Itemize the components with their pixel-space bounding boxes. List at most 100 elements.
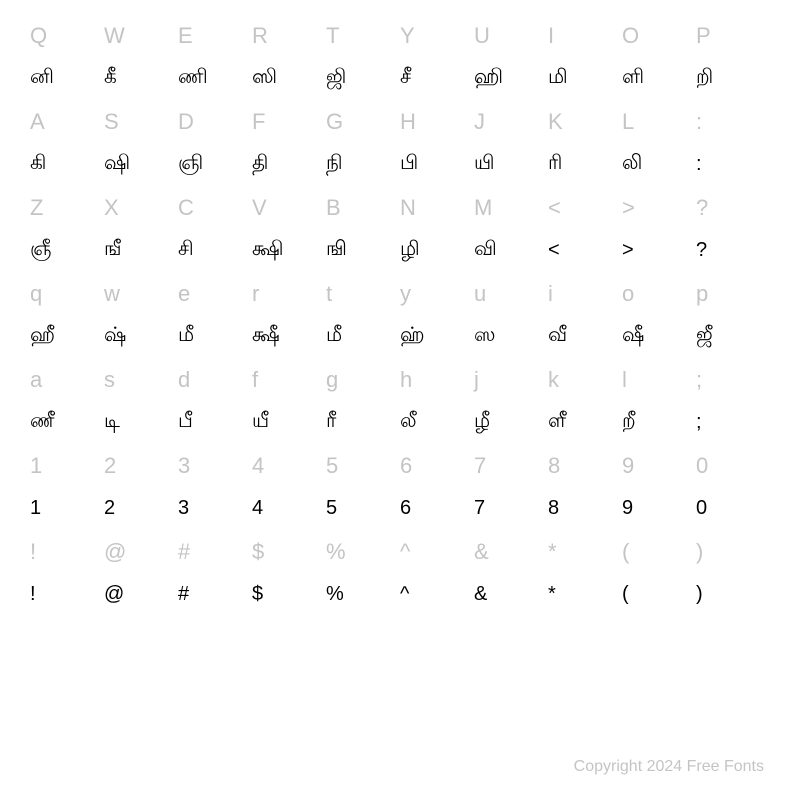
glyph-label: றீ bbox=[622, 406, 636, 438]
key-label: i bbox=[548, 278, 553, 310]
key-label: E bbox=[178, 20, 193, 52]
key-label: ( bbox=[622, 536, 629, 568]
charmap-cell: tமீ bbox=[326, 278, 400, 364]
key-label: A bbox=[30, 106, 45, 138]
charmap-cell: Yசீ bbox=[400, 20, 474, 106]
key-label: P bbox=[696, 20, 711, 52]
glyph-label: யீ bbox=[252, 406, 269, 438]
key-label: I bbox=[548, 20, 554, 52]
charmap-cell: ** bbox=[548, 536, 622, 622]
key-label: $ bbox=[252, 536, 264, 568]
glyph-label: ணீ bbox=[30, 406, 54, 438]
glyph-label: சி bbox=[178, 234, 194, 266]
glyph-label: 0 bbox=[696, 492, 707, 524]
charmap-cell: 77 bbox=[474, 450, 548, 536]
key-label: d bbox=[178, 364, 190, 396]
charmap-cell: y ஹ் bbox=[400, 278, 474, 364]
glyph-label: ( bbox=[622, 578, 629, 610]
key-label: f bbox=[252, 364, 258, 396]
charmap-cell: Sஷி bbox=[104, 106, 178, 192]
glyph-label: ஹ் bbox=[400, 320, 425, 352]
key-label: 5 bbox=[326, 450, 338, 482]
glyph-label: ஸி bbox=[252, 62, 277, 94]
key-label: 7 bbox=[474, 450, 486, 482]
charmap-cell: l றீ bbox=[622, 364, 696, 450]
glyph-label: லீ bbox=[400, 406, 417, 438]
charmap-cell: Gநி bbox=[326, 106, 400, 192]
charmap-cell: Pறி bbox=[696, 20, 770, 106]
charmap-cell: (( bbox=[622, 536, 696, 622]
glyph-label: # bbox=[178, 578, 189, 610]
glyph-label: ஙீ bbox=[104, 234, 122, 266]
glyph-label: 6 bbox=[400, 492, 411, 524]
key-label: * bbox=[548, 536, 557, 568]
charmap-cell: 44 bbox=[252, 450, 326, 536]
key-label: k bbox=[548, 364, 559, 396]
key-label: < bbox=[548, 192, 561, 224]
key-label: B bbox=[326, 192, 341, 224]
glyph-label: 2 bbox=[104, 492, 115, 524]
glyph-label: ? bbox=[696, 234, 707, 266]
glyph-label: னி bbox=[30, 62, 54, 94]
glyph-label: ஹீ bbox=[30, 320, 55, 352]
charmap-cell: hலீ bbox=[400, 364, 474, 450]
charmap-cell: Uஹி bbox=[474, 20, 548, 106]
charmap-cell: 55 bbox=[326, 450, 400, 536]
glyph-label: ழி bbox=[400, 234, 420, 266]
glyph-label: மீ bbox=[178, 320, 194, 352]
glyph-label: 5 bbox=[326, 492, 337, 524]
glyph-label: * bbox=[548, 578, 556, 610]
charmap-cell: 00 bbox=[696, 450, 770, 536]
key-label: C bbox=[178, 192, 194, 224]
charmap-cell: ^^ bbox=[400, 536, 474, 622]
key-label: y bbox=[400, 278, 411, 310]
key-label: s bbox=[104, 364, 115, 396]
key-label: ? bbox=[696, 192, 708, 224]
charmap-cell: uஸ bbox=[474, 278, 548, 364]
charmap-cell: 22 bbox=[104, 450, 178, 536]
charmap-cell: Lலி bbox=[622, 106, 696, 192]
key-label: Z bbox=[30, 192, 43, 224]
glyph-label: ஞீ bbox=[30, 234, 52, 266]
charmap-cell: %% bbox=[326, 536, 400, 622]
key-label: # bbox=[178, 536, 190, 568]
glyph-label: வி bbox=[474, 234, 497, 266]
glyph-label: 8 bbox=[548, 492, 559, 524]
glyph-label: < bbox=[548, 234, 560, 266]
charmap-cell: A கி bbox=[30, 106, 104, 192]
glyph-label: : bbox=[696, 148, 702, 180]
key-label: ! bbox=[30, 536, 36, 568]
charmap-cell: Wகீ bbox=[104, 20, 178, 106]
key-label: M bbox=[474, 192, 492, 224]
charmap-cell: E ணி bbox=[178, 20, 252, 106]
key-label: g bbox=[326, 364, 338, 396]
key-label: 4 bbox=[252, 450, 264, 482]
glyph-label: வீ bbox=[548, 320, 567, 352]
glyph-label: க்ஷீ bbox=[252, 320, 280, 352]
key-label: 3 bbox=[178, 450, 190, 482]
glyph-label: மி bbox=[548, 62, 568, 94]
charmap-cell: kளீ bbox=[548, 364, 622, 450]
glyph-label: ணி bbox=[178, 62, 208, 94]
glyph-label: ஙி bbox=[326, 234, 347, 266]
key-label: R bbox=[252, 20, 268, 52]
key-label: N bbox=[400, 192, 416, 224]
glyph-label: ரி bbox=[548, 148, 562, 180]
glyph-label: 9 bbox=[622, 492, 633, 524]
charmap-cell: aணீ bbox=[30, 364, 104, 450]
charmap-cell: Dஞி bbox=[178, 106, 252, 192]
glyph-label: ஜீ bbox=[696, 320, 713, 352]
charmap-cell: dபீ bbox=[178, 364, 252, 450]
charmap-cell: Tஜி bbox=[326, 20, 400, 106]
charmap-cell: B ஙி bbox=[326, 192, 400, 278]
key-label: ) bbox=[696, 536, 703, 568]
glyph-label: சீ bbox=[400, 62, 411, 94]
glyph-label: ஞி bbox=[178, 148, 203, 180]
charmap-cell: Oளி bbox=[622, 20, 696, 106]
glyph-label: கி bbox=[30, 148, 46, 180]
key-label: % bbox=[326, 536, 346, 568]
key-label: l bbox=[622, 364, 627, 396]
key-label: J bbox=[474, 106, 485, 138]
key-label: : bbox=[696, 106, 702, 138]
charmap-cell: I மி bbox=[548, 20, 622, 106]
